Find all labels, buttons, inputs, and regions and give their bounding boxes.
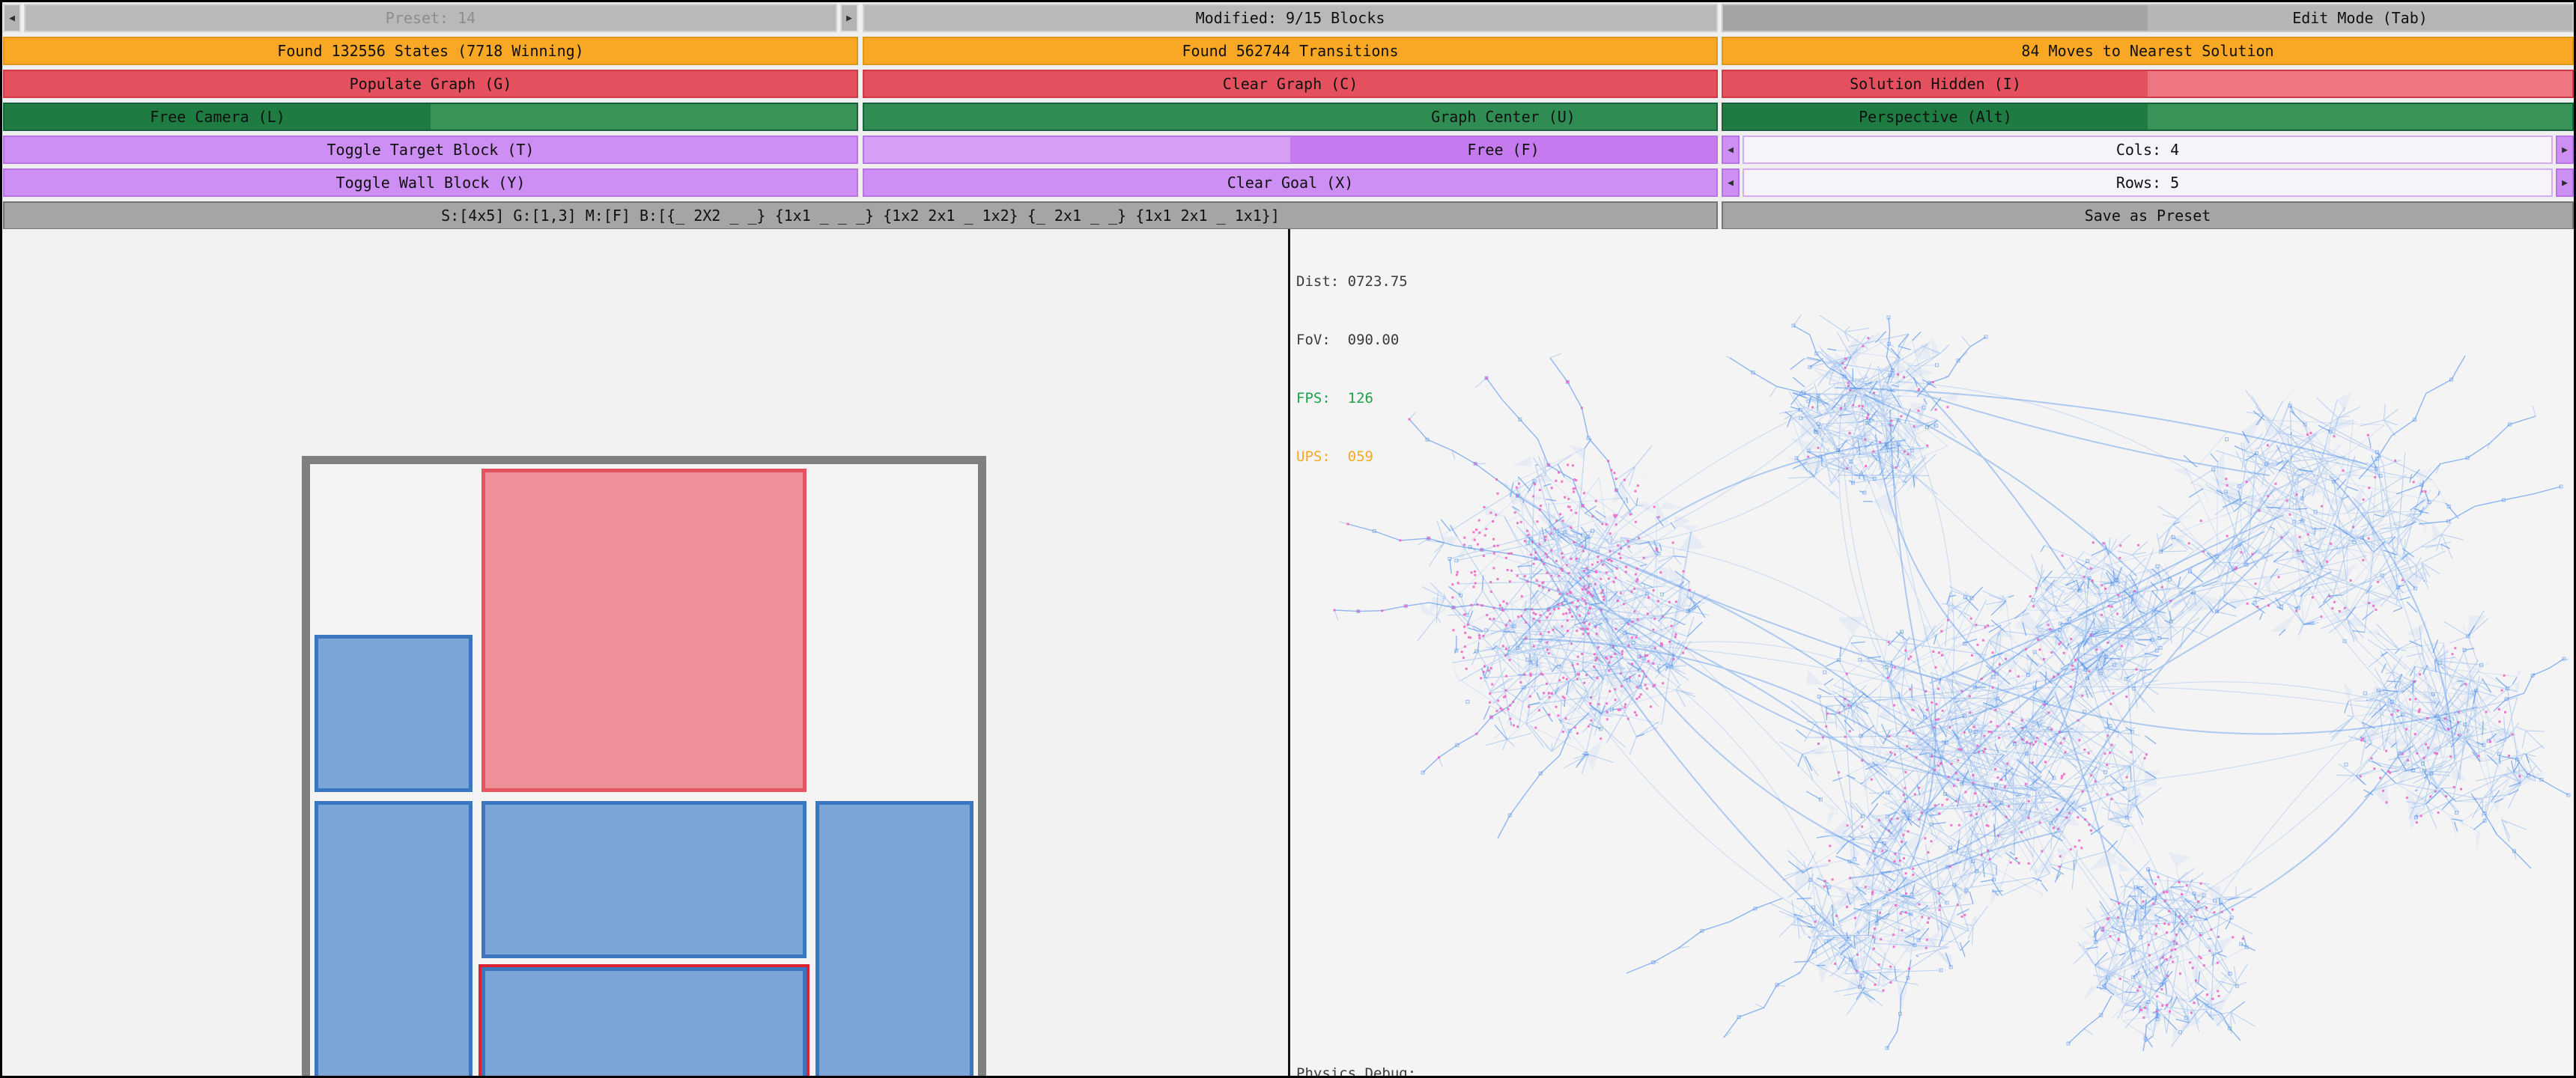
solution-hidden-on-half: Solution Hidden (I) <box>1723 71 2148 97</box>
arrow-right-icon: ▶ <box>846 12 852 24</box>
free-mode-right-half: Free (F) <box>1290 137 1716 162</box>
found-states-status: Found 132556 States (7718 Winning) <box>3 37 858 65</box>
puzzle-block[interactable] <box>315 635 473 792</box>
camera-debug-overlay: Dist: 0723.75 FoV: 090.00 FPS: 126 UPS: … <box>1296 233 1408 505</box>
rows-spinner: ◀ Rows: 5 ▶ <box>1722 168 2574 197</box>
rows-decrement-button[interactable]: ◀ <box>1722 168 1740 197</box>
perspective-toggle[interactable]: Perspective (Alt) <box>1722 103 2574 131</box>
target-block[interactable] <box>482 469 806 792</box>
found-transitions-status: Found 562744 Transitions <box>863 37 1718 65</box>
save-as-preset-button[interactable]: Save as Preset <box>1722 201 2574 230</box>
debug-fps: FPS: 126 <box>1296 390 1373 406</box>
solution-hidden-off-half <box>2148 71 2572 97</box>
free-mode-left-half <box>864 137 1290 162</box>
puzzle-block[interactable] <box>815 801 973 1076</box>
puzzle-block[interactable] <box>315 801 473 1076</box>
arrow-left-icon: ◀ <box>9 12 15 24</box>
panel-divider <box>1288 229 1290 1076</box>
perspective-on-half: Perspective (Alt) <box>1723 104 2148 130</box>
solution-hidden-toggle[interactable]: Solution Hidden (I) <box>1722 70 2574 98</box>
cols-value: Cols: 4 <box>1743 135 2553 164</box>
puzzle-panel <box>2 229 1288 1076</box>
debug-fov: FoV: 090.00 <box>1296 332 1400 348</box>
free-camera-toggle[interactable]: Free Camera (L) <box>3 103 858 131</box>
debug-physics-title: Physics Debug: <box>1296 1065 1417 1078</box>
cols-decrement-button[interactable]: ◀ <box>1722 135 1740 164</box>
arrow-right-icon: ▶ <box>2562 144 2568 156</box>
arrow-left-icon: ◀ <box>1728 144 1734 156</box>
free-camera-off-half <box>431 104 857 130</box>
cols-increment-button[interactable]: ▶ <box>2556 135 2574 164</box>
puzzle-block[interactable] <box>482 801 806 958</box>
graph-center-left-half <box>864 104 1290 130</box>
arrow-right-icon: ▶ <box>2562 177 2568 189</box>
free-camera-on-half: Free Camera (L) <box>4 104 431 130</box>
graph-viewport[interactable] <box>1290 229 2574 1076</box>
puzzle-block[interactable] <box>482 967 806 1076</box>
graph-center-button[interactable]: Graph Center (U) <box>863 103 1718 131</box>
preset-prev-button[interactable]: ◀ <box>3 4 21 32</box>
toggle-target-block-button[interactable]: Toggle Target Block (T) <box>3 135 858 164</box>
cols-spinner: ◀ Cols: 4 ▶ <box>1722 135 2574 164</box>
free-mode-toggle[interactable]: Free (F) <box>863 135 1718 164</box>
modified-blocks-status: Modified: 9/15 Blocks <box>863 4 1718 32</box>
clear-graph-button[interactable]: Clear Graph (C) <box>863 70 1718 98</box>
state-graph-visualization <box>1333 314 2571 1052</box>
perspective-off-half <box>2148 104 2572 130</box>
preset-selector: ◀ Preset: 14 ▶ <box>3 4 858 32</box>
puzzle-board <box>302 456 986 1076</box>
goal-outline <box>479 964 809 1076</box>
preset-value: Preset: 14 <box>24 4 837 32</box>
clear-goal-button[interactable]: Clear Goal (X) <box>863 168 1718 197</box>
edit-mode-toggle[interactable]: Edit Mode (Tab) <box>1722 4 2574 32</box>
state-string-bar: S:[4x5] G:[1,3] M:[F] B:[{_ 2X2 _ _} {1x… <box>3 201 1718 230</box>
debug-dist: Dist: 0723.75 <box>1296 273 1408 290</box>
moves-to-solution-status: 84 Moves to Nearest Solution <box>1722 37 2574 65</box>
rows-increment-button[interactable]: ▶ <box>2556 168 2574 197</box>
physics-debug-overlay: Physics Debug: Masses: 132556 Springs: 5… <box>1296 1025 1425 1078</box>
arrow-left-icon: ◀ <box>1728 177 1734 189</box>
preset-next-button[interactable]: ▶ <box>840 4 858 32</box>
populate-graph-button[interactable]: Populate Graph (G) <box>3 70 858 98</box>
rows-value: Rows: 5 <box>1743 168 2553 197</box>
edit-mode-off-half <box>1723 5 2148 31</box>
graph-center-right-half: Graph Center (U) <box>1290 104 1716 130</box>
graph-panel: Dist: 0723.75 FoV: 090.00 FPS: 126 UPS: … <box>1290 229 2574 1078</box>
edit-mode-on-half: Edit Mode (Tab) <box>2148 5 2572 31</box>
toggle-wall-block-button[interactable]: Toggle Wall Block (Y) <box>3 168 858 197</box>
debug-ups: UPS: 059 <box>1296 448 1373 465</box>
